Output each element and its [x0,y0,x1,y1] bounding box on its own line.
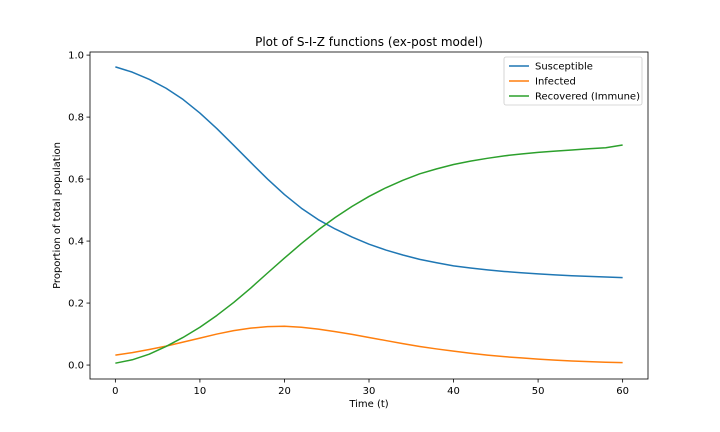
x-axis-label: Time (t) [348,399,388,410]
legend: Susceptible Infected Recovered (Immune) [503,56,643,106]
x-axis: 0 10 20 30 40 50 60 [112,379,629,397]
x-tick-label: 10 [194,386,207,397]
legend-label-0: Susceptible [535,62,593,73]
x-tick-label: 30 [363,386,376,397]
plot-area [115,66,623,364]
x-tick-label: 20 [278,386,291,397]
x-tick-label: 40 [447,386,460,397]
y-tick-label: 0.0 [68,361,84,372]
y-tick-label: 1.0 [68,51,84,62]
legend-label-2: Recovered (Immune) [535,92,640,103]
series-line-0 [115,66,623,279]
y-tick-label: 0.8 [68,113,84,124]
y-axis-label: Proportion of total population [52,142,63,289]
y-tick-label: 0.6 [68,175,84,186]
y-tick-label: 0.4 [68,237,84,248]
legend-label-1: Infected [535,77,576,88]
x-tick-label: 0 [112,386,118,397]
series-line-1 [115,325,623,364]
x-tick-label: 50 [532,386,545,397]
legend-frame [503,56,643,106]
y-tick-label: 0.2 [68,299,84,310]
chart-title: Plot of S-I-Z functions (ex-post model) [255,35,483,49]
x-tick-label: 60 [616,386,629,397]
series-line-2 [115,144,623,364]
y-axis: 0.0 0.2 0.4 0.6 0.8 1.0 [68,51,90,372]
